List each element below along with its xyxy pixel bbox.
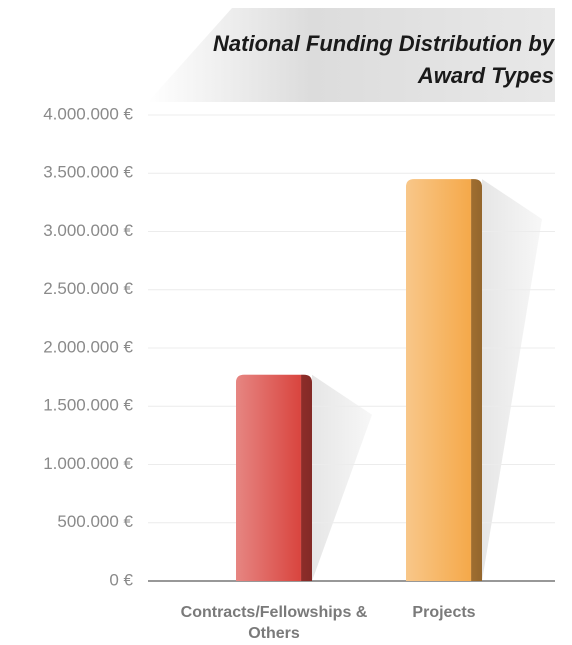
y-tick-label: 1.000.000 € (43, 454, 133, 473)
bar-shadow (482, 179, 542, 581)
y-tick-label: 500.000 € (57, 512, 133, 531)
x-tick-label: Contracts/Fellowships & Others (180, 604, 368, 642)
y-tick-label: 2.000.000 € (43, 337, 133, 356)
y-tick-label: 3.500.000 € (43, 163, 133, 182)
chart-title: National Funding Distribution by Award T… (213, 31, 554, 88)
y-tick-label: 2.500.000 € (43, 279, 133, 298)
bar-gloss (406, 179, 482, 581)
bar-shadow (312, 374, 372, 581)
x-tick-label: Projects (412, 604, 476, 621)
title-backdrop (148, 8, 555, 102)
y-tick-label: 0 € (109, 570, 133, 589)
bar-gloss (236, 374, 312, 581)
y-tick-label: 4.000.000 € (43, 104, 133, 123)
y-tick-label: 1.500.000 € (43, 396, 133, 415)
y-tick-label: 3.000.000 € (43, 221, 133, 240)
